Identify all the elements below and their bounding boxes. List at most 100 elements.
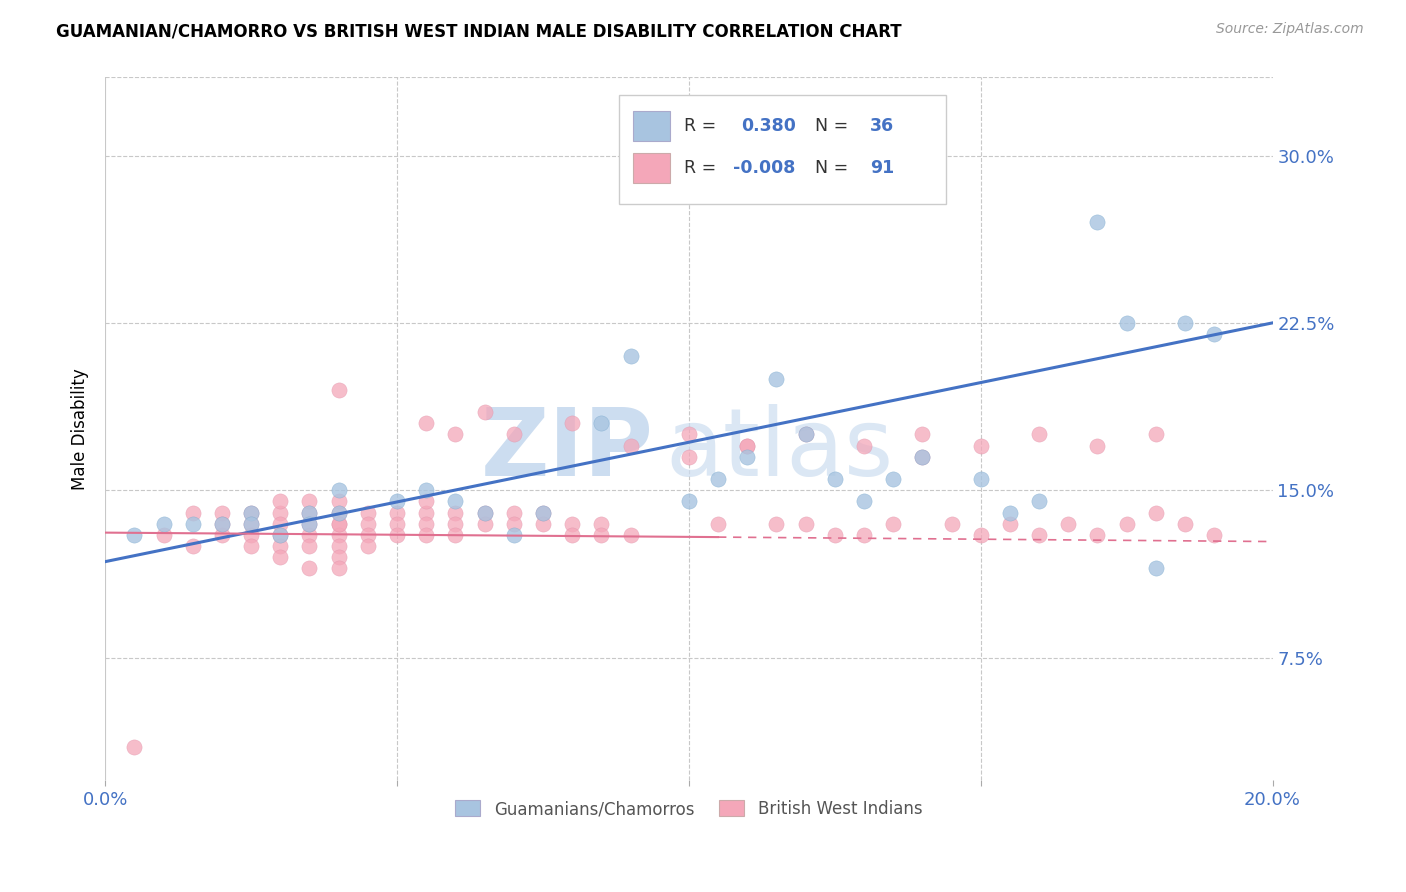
Point [124,528,146,542]
Point [1115,316,1137,330]
Point [474,506,496,520]
Point [298,516,321,531]
Point [591,528,613,542]
Text: N =: N = [815,117,853,135]
Point [240,516,263,531]
Point [152,528,174,542]
Point [415,506,437,520]
FancyBboxPatch shape [633,112,671,141]
Point [444,494,467,508]
Point [152,516,174,531]
Point [970,439,993,453]
Text: ZIP: ZIP [481,404,654,496]
Point [240,506,263,520]
Point [794,427,817,442]
Point [385,494,408,508]
Point [328,506,350,520]
Point [502,506,524,520]
Point [852,528,875,542]
Point [444,528,467,542]
Point [1087,215,1109,229]
Point [240,528,263,542]
Point [998,516,1021,531]
Point [474,506,496,520]
Point [531,506,554,520]
Point [852,494,875,508]
Point [240,506,263,520]
Point [328,550,350,565]
Point [1144,561,1167,575]
Point [328,516,350,531]
Point [591,417,613,431]
Text: 0.380: 0.380 [741,117,796,135]
Point [735,439,758,453]
Point [415,483,437,498]
Point [298,561,321,575]
Point [707,516,730,531]
FancyBboxPatch shape [633,153,671,183]
Point [502,427,524,442]
Point [240,539,263,553]
Point [269,550,291,565]
Point [357,528,380,542]
Text: R =: R = [685,159,721,178]
Point [619,528,641,542]
Point [269,528,291,542]
Point [385,528,408,542]
Point [1087,439,1109,453]
Point [124,739,146,754]
Point [269,528,291,542]
Point [941,516,963,531]
Point [328,483,350,498]
Point [357,506,380,520]
Point [298,506,321,520]
Point [385,516,408,531]
Point [1087,528,1109,542]
Point [998,506,1021,520]
Point [735,439,758,453]
Point [561,516,583,531]
Point [474,405,496,419]
Text: N =: N = [815,159,853,178]
Point [619,349,641,363]
Point [328,561,350,575]
Text: Source: ZipAtlas.com: Source: ZipAtlas.com [1216,22,1364,37]
Legend: Guamanians/Chamorros, British West Indians: Guamanians/Chamorros, British West India… [449,793,929,825]
Point [765,372,787,386]
Point [1174,516,1197,531]
Point [269,506,291,520]
Point [794,516,817,531]
Point [1204,528,1226,542]
Point [385,506,408,520]
Point [298,539,321,553]
Point [824,528,846,542]
Point [911,450,934,464]
Y-axis label: Male Disability: Male Disability [72,368,89,490]
Point [211,506,233,520]
Point [531,506,554,520]
Point [1028,494,1050,508]
Point [1144,427,1167,442]
Point [619,439,641,453]
Point [181,516,204,531]
Point [1028,528,1050,542]
Point [794,427,817,442]
Point [328,539,350,553]
Point [415,494,437,508]
Point [298,506,321,520]
Point [474,516,496,531]
Text: 91: 91 [870,159,894,178]
Point [357,516,380,531]
Point [357,539,380,553]
Point [181,506,204,520]
Point [911,450,934,464]
Point [678,494,700,508]
Point [240,516,263,531]
Point [211,528,233,542]
Point [181,539,204,553]
Point [970,472,993,486]
Point [591,516,613,531]
Point [211,516,233,531]
Point [561,528,583,542]
Point [415,528,437,542]
